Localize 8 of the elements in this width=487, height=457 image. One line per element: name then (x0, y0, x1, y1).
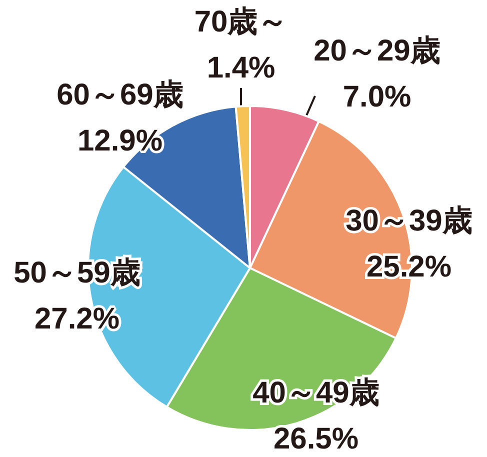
slice-label: 20～29歳 (314, 34, 440, 68)
slice-label: 30～39歳 (346, 204, 472, 238)
data-label: 26.5% (273, 422, 359, 456)
data-label: 1.4% (206, 52, 276, 84)
data-label: 7.0% (342, 80, 412, 114)
slice-label: 40～49歳 (252, 376, 380, 410)
slice-label: 60～69歳 (56, 78, 184, 112)
slice-label: 70歳～ (194, 6, 288, 38)
